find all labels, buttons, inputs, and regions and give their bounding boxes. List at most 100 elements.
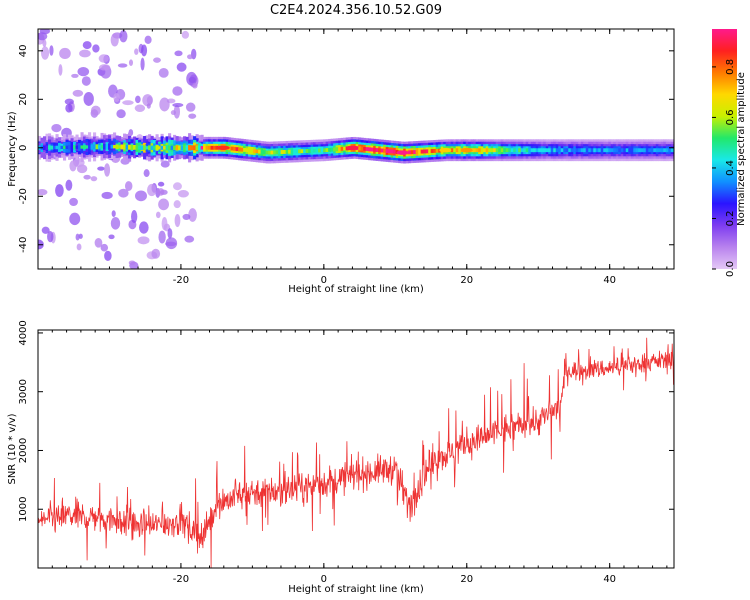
heatmap-cell bbox=[480, 148, 484, 153]
heatmap-cell bbox=[97, 166, 105, 171]
heatmap-cell bbox=[60, 145, 64, 150]
heatmap-cell bbox=[428, 149, 432, 154]
heatmap-cell bbox=[273, 150, 277, 155]
heatmap-cell bbox=[178, 145, 182, 151]
heatmap-cell bbox=[610, 148, 614, 153]
heatmap-cell bbox=[215, 145, 219, 150]
heatmap-cell bbox=[498, 148, 502, 153]
heatmap-cell bbox=[98, 54, 109, 63]
heatmap-cell bbox=[528, 148, 532, 153]
heatmap-cell bbox=[320, 148, 324, 153]
heatmap-cell bbox=[130, 144, 134, 150]
snr-frame bbox=[37, 329, 675, 569]
heatmap-cell bbox=[275, 150, 279, 155]
heatmap-cell bbox=[385, 149, 389, 153]
heatmap-cell bbox=[533, 148, 537, 153]
heatmap-cell bbox=[163, 146, 167, 150]
heatmap-cell bbox=[77, 67, 90, 77]
heatmap-cell bbox=[250, 148, 254, 153]
heatmap-cell bbox=[458, 148, 462, 153]
heatmap-cell bbox=[538, 148, 542, 153]
heatmap-cell bbox=[245, 148, 249, 153]
heatmap-cell bbox=[665, 148, 669, 153]
heatmap-cell bbox=[260, 150, 264, 154]
heatmap-cell bbox=[303, 149, 307, 154]
heatmap-cell bbox=[265, 150, 269, 155]
heatmap-cell bbox=[173, 182, 182, 191]
heatmap-cell bbox=[80, 145, 84, 149]
heatmap-cell bbox=[38, 189, 48, 196]
heatmap-cell bbox=[187, 54, 193, 60]
heatmap-cell bbox=[343, 146, 347, 151]
heatmap-cell bbox=[177, 189, 189, 198]
heatmap-frame bbox=[37, 28, 675, 270]
figure-title: C2E4.2024.356.10.52.G09 bbox=[270, 3, 442, 18]
heatmap-cell bbox=[555, 148, 559, 153]
heatmap-cell bbox=[157, 188, 165, 196]
heatmap-cell bbox=[518, 148, 522, 153]
heatmap-cell bbox=[138, 145, 142, 150]
heatmap-cell bbox=[330, 147, 334, 152]
heatmap-cell bbox=[137, 236, 150, 245]
heatmap-cell bbox=[490, 148, 494, 153]
heatmap-cell bbox=[588, 148, 592, 153]
heatmap-cell bbox=[105, 144, 109, 150]
heatmap-cell bbox=[64, 98, 74, 105]
heatmap-cell bbox=[117, 63, 128, 68]
heatmap-cell bbox=[120, 144, 124, 150]
heatmap-cell bbox=[155, 211, 161, 219]
heatmap-cell bbox=[243, 148, 247, 152]
heatmap-cell bbox=[628, 148, 632, 153]
heatmap-cell bbox=[113, 145, 117, 149]
heatmap-cell bbox=[158, 67, 169, 78]
heatmap-cell bbox=[580, 148, 584, 153]
heatmap-cell bbox=[134, 104, 146, 113]
heatmap-cell bbox=[193, 145, 197, 151]
heatmap-cell bbox=[182, 213, 191, 221]
heatmap-cell bbox=[278, 150, 282, 155]
snr-panel: -20 0 20 40 1000 2000 3000 4000 Height of strai… bbox=[7, 320, 675, 595]
colorbar-ticks: 0.0 0.2 0.4 0.6 0.8 bbox=[712, 59, 736, 277]
x-tick-label: -20 bbox=[173, 574, 189, 585]
heatmap-cell bbox=[108, 144, 112, 150]
heatmap-cell bbox=[513, 148, 517, 153]
heatmap-cell bbox=[51, 123, 62, 133]
x-tick-label: 0 bbox=[321, 574, 327, 585]
heatmap-cell bbox=[43, 145, 47, 150]
heatmap-cell bbox=[140, 145, 144, 150]
heatmap-cell bbox=[283, 150, 287, 154]
heatmap-cell bbox=[420, 149, 424, 154]
heatmap-cell bbox=[110, 217, 121, 230]
heatmap-cell bbox=[603, 148, 607, 153]
heatmap-cell bbox=[613, 148, 617, 153]
heatmap-cell bbox=[600, 148, 604, 153]
heatmap-cell bbox=[93, 144, 97, 150]
heatmap-cell bbox=[45, 145, 49, 150]
heatmap-cell bbox=[563, 148, 567, 153]
heatmap-cell bbox=[131, 210, 138, 224]
heatmap-cell bbox=[423, 149, 427, 154]
heatmap-cell bbox=[583, 148, 587, 153]
heatmap-cell bbox=[433, 148, 437, 153]
heatmap-cell bbox=[100, 145, 104, 149]
heatmap-cell bbox=[124, 181, 133, 191]
heatmap-cell bbox=[158, 230, 166, 244]
heatmap-cell bbox=[590, 148, 594, 153]
heatmap-cell bbox=[618, 148, 622, 153]
heatmap-cell bbox=[505, 148, 509, 153]
heatmap-cell bbox=[650, 148, 654, 153]
heatmap-cell bbox=[523, 148, 527, 153]
heatmap-cell bbox=[565, 148, 569, 153]
heatmap-cell bbox=[75, 145, 79, 149]
heatmap-cell bbox=[103, 144, 107, 150]
heatmap-cell bbox=[190, 145, 194, 151]
heatmap-cell bbox=[558, 148, 562, 153]
heatmap-cell bbox=[115, 144, 119, 150]
heatmap-cell bbox=[118, 145, 122, 149]
heatmap-cell bbox=[141, 44, 148, 57]
heatmap-cell bbox=[161, 217, 168, 231]
heatmap-cell bbox=[108, 234, 115, 240]
heatmap-cell bbox=[98, 64, 111, 71]
heatmap-cell bbox=[335, 147, 339, 152]
heatmap-cell bbox=[205, 145, 209, 150]
